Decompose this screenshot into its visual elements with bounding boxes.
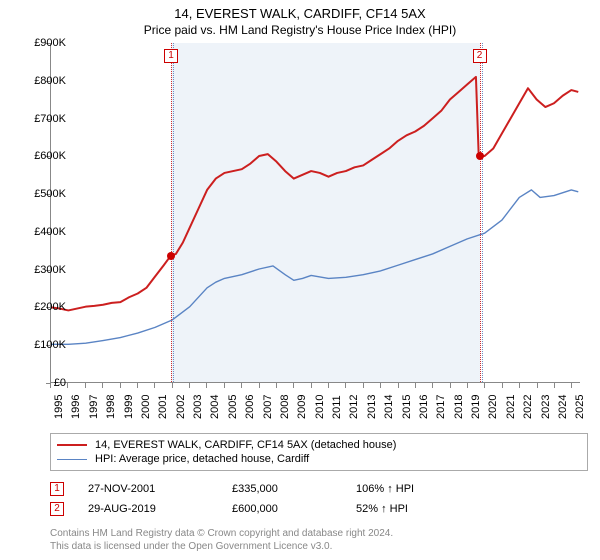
y-axis-label: £300K [34,264,66,276]
y-axis-label: £900K [34,37,66,49]
x-axis-label: 2008 [279,395,291,419]
sale-vline-blue [173,43,174,382]
legend: 14, EVEREST WALK, CARDIFF, CF14 5AX (det… [50,433,588,471]
sale-pct: 106% ↑ HPI [356,483,456,495]
x-axis-label: 2015 [401,395,413,419]
sale-point [476,152,484,160]
series-line-hpi [51,190,578,344]
x-axis-label: 2009 [296,395,308,419]
x-axis-label: 2024 [557,395,569,419]
sale-pct: 52% ↑ HPI [356,503,456,515]
x-axis-label: 2023 [540,395,552,419]
sale-marker-box: 2 [473,49,487,63]
sale-marker-1: 1 [50,482,64,496]
chart-subtitle: Price paid vs. HM Land Registry's House … [0,21,600,43]
x-axis-label: 2016 [418,395,430,419]
x-axis-label: 2007 [262,395,274,419]
legend-swatch-hpi [57,459,87,460]
sale-price: £335,000 [232,483,332,495]
x-axis-label: 2000 [140,395,152,419]
sale-vline-red [171,43,172,382]
x-axis-label: 2018 [453,395,465,419]
x-axis-label: 2025 [574,395,586,419]
x-axis-label: 2006 [244,395,256,419]
x-axis-label: 2022 [522,395,534,419]
x-axis-label: 2012 [348,395,360,419]
sale-marker-box: 1 [164,49,178,63]
y-axis-label: £800K [34,75,66,87]
sale-row: 2 29-AUG-2019 £600,000 52% ↑ HPI [50,499,588,519]
legend-label-hpi: HPI: Average price, detached house, Card… [95,453,309,465]
sale-date: 27-NOV-2001 [88,483,208,495]
x-axis-label: 2003 [192,395,204,419]
legend-item-hpi: HPI: Average price, detached house, Card… [57,452,581,466]
x-axis-label: 2005 [227,395,239,419]
x-axis-label: 2019 [470,395,482,419]
sale-date: 29-AUG-2019 [88,503,208,515]
x-axis-labels: 1995 1996 1997 1998 1999 2000 2001 2002 2003 2004… [50,383,580,429]
x-axis-label: 2010 [314,395,326,419]
y-axis-label: £700K [34,113,66,125]
x-axis-label: 2011 [331,395,343,419]
footnote-line: This data is licensed under the Open Gov… [50,540,588,553]
y-axis-label: £100K [34,339,66,351]
legend-item-property: 14, EVEREST WALK, CARDIFF, CF14 5AX (det… [57,438,581,452]
sale-vline-red [480,43,481,382]
x-axis-label: 1997 [88,395,100,419]
x-axis-label: 2020 [487,395,499,419]
x-axis-label: 2004 [209,395,221,419]
x-axis-label: 2017 [435,395,447,419]
legend-label-property: 14, EVEREST WALK, CARDIFF, CF14 5AX (det… [95,439,396,451]
x-axis-label: 1996 [70,395,82,419]
footnote: Contains HM Land Registry data © Crown c… [50,527,588,553]
x-axis-label: 1995 [53,395,65,419]
y-axis-label: £0 [54,377,66,389]
y-axis-label: £200K [34,301,66,313]
legend-swatch-property [57,444,87,446]
chart-plot-area: 12 [50,43,580,383]
x-axis-label: 1999 [123,395,135,419]
x-axis-label: 2021 [505,395,517,419]
sale-price: £600,000 [232,503,332,515]
x-axis-label: 1998 [105,395,117,419]
sale-row: 1 27-NOV-2001 £335,000 106% ↑ HPI [50,479,588,499]
y-axis-label: £600K [34,150,66,162]
sales-table: 1 27-NOV-2001 £335,000 106% ↑ HPI 2 29-A… [50,479,588,519]
y-axis-label: £400K [34,226,66,238]
x-axis-label: 2014 [383,395,395,419]
footnote-line: Contains HM Land Registry data © Crown c… [50,527,588,540]
x-axis-label: 2002 [175,395,187,419]
x-axis-label: 2001 [157,395,169,419]
sale-vline-blue [482,43,483,382]
x-axis-label: 2013 [366,395,378,419]
sale-point [167,252,175,260]
y-axis-label: £500K [34,188,66,200]
chart-title-address: 14, EVEREST WALK, CARDIFF, CF14 5AX [0,0,600,21]
sale-marker-2: 2 [50,502,64,516]
